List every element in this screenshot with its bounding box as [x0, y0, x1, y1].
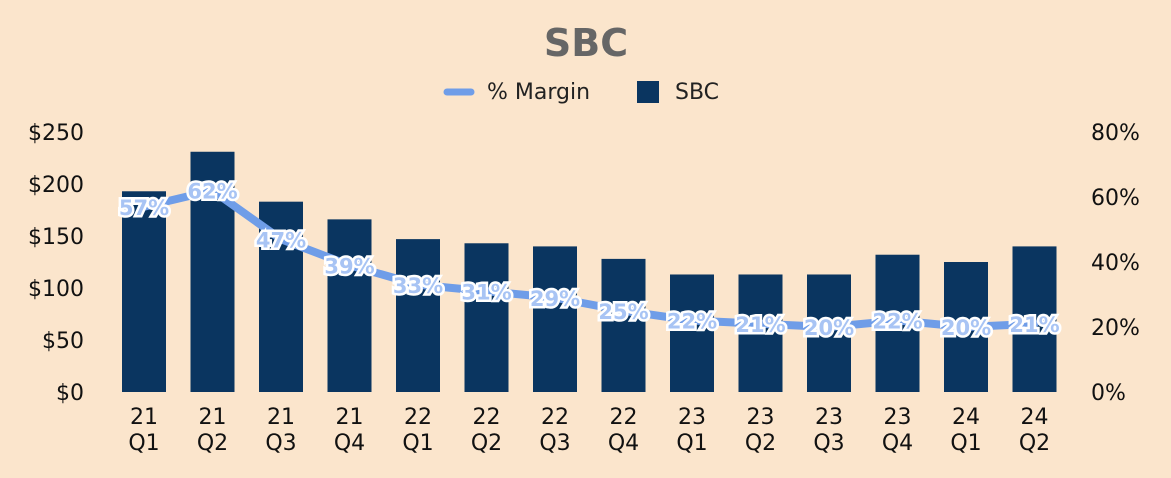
sbc-bar [327, 219, 372, 392]
category-year-label: 21 [267, 405, 295, 430]
sbc-bar [670, 274, 714, 392]
margin-data-label: 21% [1009, 313, 1059, 337]
margin-data-label: 22% [667, 310, 717, 334]
sbc-bar [1012, 246, 1057, 392]
category-year-label: 23 [747, 405, 775, 430]
margin-data-label: 22% [872, 310, 922, 334]
category-quarter-label: Q1 [676, 431, 707, 456]
category-year-label: 22 [404, 405, 432, 430]
margin-data-label: 33% [393, 274, 443, 298]
category-labels: 21Q121Q221Q321Q422Q122Q222Q322Q423Q123Q2… [128, 405, 1050, 456]
category-year-label: 22 [541, 405, 569, 430]
category-quarter-label: Q4 [608, 431, 639, 456]
chart-title: SBC [544, 21, 628, 65]
category-quarter-label: Q2 [1019, 431, 1050, 456]
category-year-label: 21 [336, 405, 364, 430]
right-tick-label: 20% [1091, 316, 1140, 341]
sbc-bar [533, 246, 577, 392]
margin-line [140, 186, 1039, 331]
category-year-label: 22 [473, 405, 501, 430]
right-tick-label: 80% [1091, 121, 1140, 146]
sbc-bar [464, 243, 509, 392]
category-quarter-label: Q3 [265, 431, 296, 456]
sbc-bar [807, 274, 851, 392]
category-quarter-label: Q2 [745, 431, 776, 456]
category-quarter-label: Q2 [197, 431, 228, 456]
category-year-label: 21 [130, 405, 158, 430]
category-year-label: 24 [1021, 405, 1049, 430]
margin-labels: 57% 62% 47% 39% 33% 31% 29% 25% 22% 21% 20% 22% 20% 2… [116, 177, 1062, 343]
sbc-bar [738, 274, 783, 392]
left-tick-label: $0 [56, 381, 84, 406]
category-year-label: 23 [884, 405, 912, 430]
category-year-label: 23 [815, 405, 843, 430]
category-quarter-label: Q4 [334, 431, 365, 456]
right-tick-label: 0% [1091, 381, 1126, 406]
right-tick-label: 40% [1091, 251, 1140, 276]
sbc-bars [122, 151, 1057, 392]
margin-data-label: 47% [256, 228, 306, 252]
category-quarter-label: Q4 [882, 431, 913, 456]
category-quarter-label: Q3 [539, 431, 570, 456]
left-tick-label: $100 [28, 277, 84, 302]
margin-data-label: 20% [804, 316, 854, 340]
left-tick-label: $200 [28, 173, 84, 198]
margin-data-label: 39% [324, 254, 374, 278]
legend-label-sbc: SBC [675, 80, 719, 105]
category-quarter-label: Q3 [813, 431, 844, 456]
legend-swatch-sbc [637, 81, 659, 103]
category-year-label: 22 [610, 405, 638, 430]
category-year-label: 23 [678, 405, 706, 430]
right-axis-ticks: 0% 20% 40% 60% 80% [1091, 121, 1140, 406]
left-axis-ticks: $0 $50 $100 $150 $200 $250 [28, 121, 84, 406]
left-tick-label: $150 [28, 225, 84, 250]
margin-data-label: 25% [598, 300, 648, 324]
legend: % Margin SBC [443, 80, 719, 105]
right-tick-label: 60% [1091, 186, 1140, 211]
category-quarter-label: Q1 [402, 431, 433, 456]
left-tick-label: $250 [28, 121, 84, 146]
margin-data-label: 31% [461, 280, 511, 304]
category-year-label: 21 [199, 405, 227, 430]
category-quarter-label: Q2 [471, 431, 502, 456]
margin-data-label: 21% [735, 313, 785, 337]
sbc-bar [122, 191, 166, 392]
margin-data-label: 62% [187, 180, 237, 204]
margin-line-path [140, 186, 1039, 331]
margin-data-label: 29% [530, 287, 580, 311]
legend-label-margin: % Margin [487, 80, 590, 105]
sbc-bar [601, 258, 646, 392]
category-quarter-label: Q1 [950, 431, 981, 456]
margin-data-label: 20% [941, 316, 991, 340]
margin-data-label: 57% [119, 196, 169, 220]
left-tick-label: $50 [42, 329, 84, 354]
category-quarter-label: Q1 [128, 431, 159, 456]
category-year-label: 24 [952, 405, 980, 430]
sbc-bar [396, 239, 440, 392]
